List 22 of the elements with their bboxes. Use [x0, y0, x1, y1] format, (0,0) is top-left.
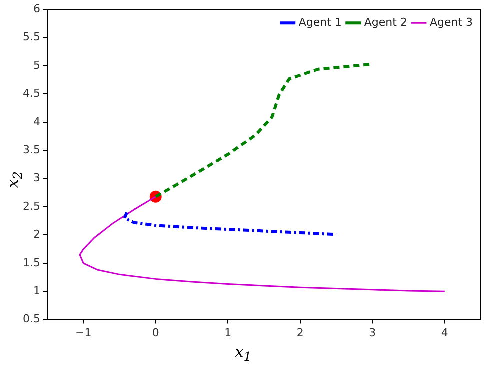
y-tick-label: 3.5	[22, 143, 40, 156]
y-tick-label: 5	[33, 58, 40, 72]
x-tick-label: 2	[296, 326, 304, 340]
y-tick-label: 0.5	[22, 312, 40, 326]
y-tick-label: 1	[33, 284, 40, 298]
y-tick-label: 4	[33, 115, 40, 128]
y-tick-label: 4.5	[22, 87, 40, 100]
x-tick-label: −1	[76, 326, 92, 340]
legend-label: Agent 3	[430, 16, 474, 29]
y-tick-label: 3	[33, 172, 40, 185]
y-tick-label: 2	[33, 228, 40, 242]
y-tick-label: 5.5	[22, 30, 40, 44]
x-tick-label: 3	[369, 326, 376, 340]
x-tick-label: 1	[224, 326, 232, 340]
x-tick-label: 4	[441, 326, 448, 340]
legend-label: Agent 1	[298, 16, 342, 29]
y-tick-label: 2.5	[22, 200, 40, 213]
x-axis-title: x$_{1}$	[234, 343, 253, 364]
legend-label: Agent 2	[364, 16, 408, 29]
x-tick-label: 0	[152, 326, 160, 340]
y-tick-label: 6	[33, 2, 40, 16]
y-tick-label: 1.5	[22, 256, 40, 270]
